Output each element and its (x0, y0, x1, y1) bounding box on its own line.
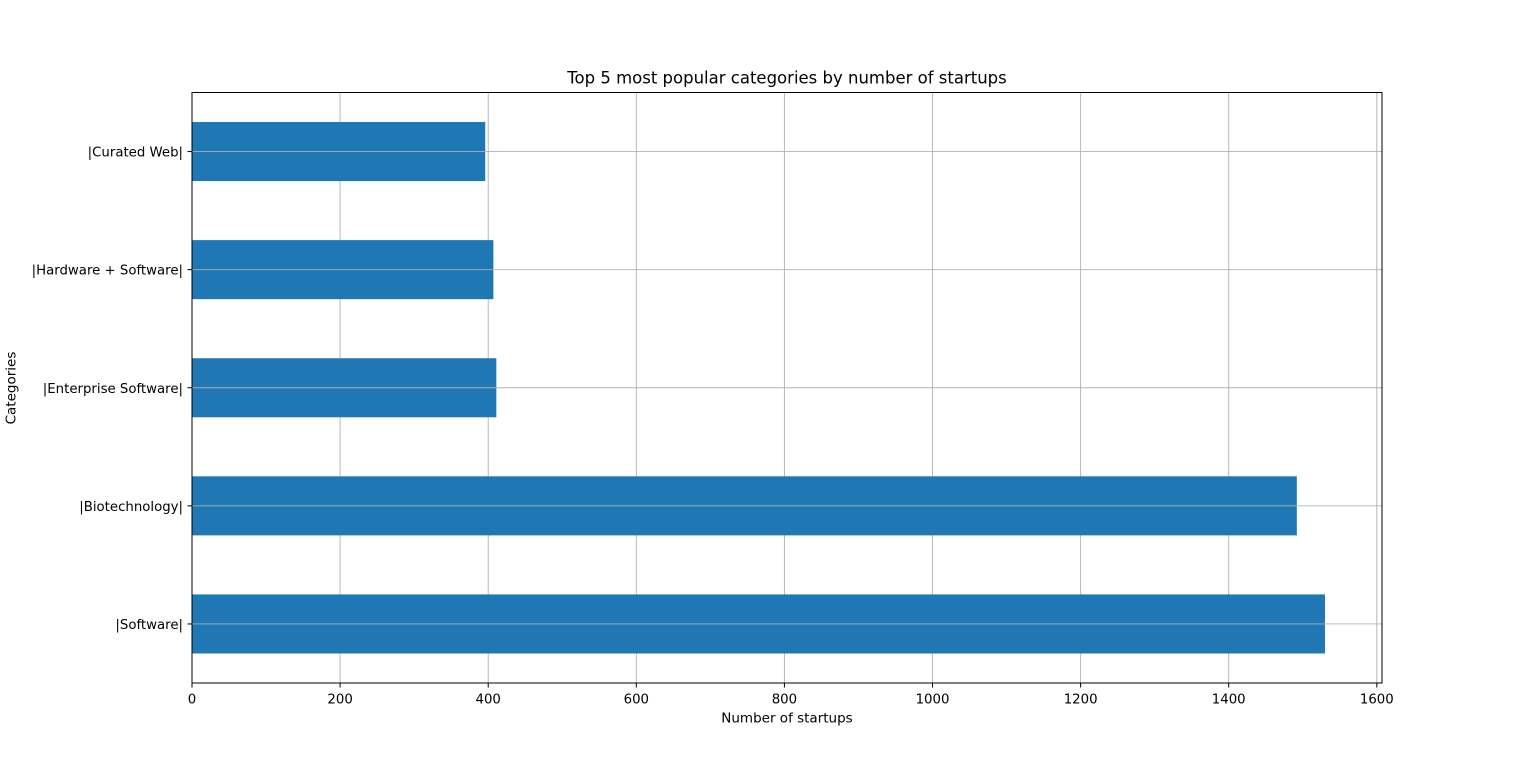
y-axis-label: Categories (4, 352, 20, 425)
x-tick-label: 1600 (1360, 693, 1394, 708)
y-tick-label: |Software| (115, 618, 183, 633)
x-tick-label: 600 (624, 693, 649, 708)
x-tick-label: 200 (327, 693, 352, 708)
x-tick-label: 0 (188, 693, 196, 708)
y-tick-label: |Curated Web| (88, 146, 183, 161)
chart-title: Top 5 most popular categories by number … (566, 69, 1007, 88)
y-tick-label: |Biotechnology| (79, 500, 183, 515)
x-tick-label: 400 (476, 693, 501, 708)
y-tick-label: |Enterprise Software| (43, 382, 183, 397)
x-tick-label: 1200 (1064, 693, 1098, 708)
x-axis-label: Number of startups (721, 711, 852, 727)
x-tick-label: 800 (772, 693, 797, 708)
ticks: 0 200 400 600 800 1000 1200 1400 1600 |Software| |… (32, 146, 1394, 708)
y-tick-label: |Hardware + Software| (32, 264, 183, 279)
x-tick-label: 1400 (1212, 693, 1246, 708)
x-tick-label: 1000 (916, 693, 950, 708)
